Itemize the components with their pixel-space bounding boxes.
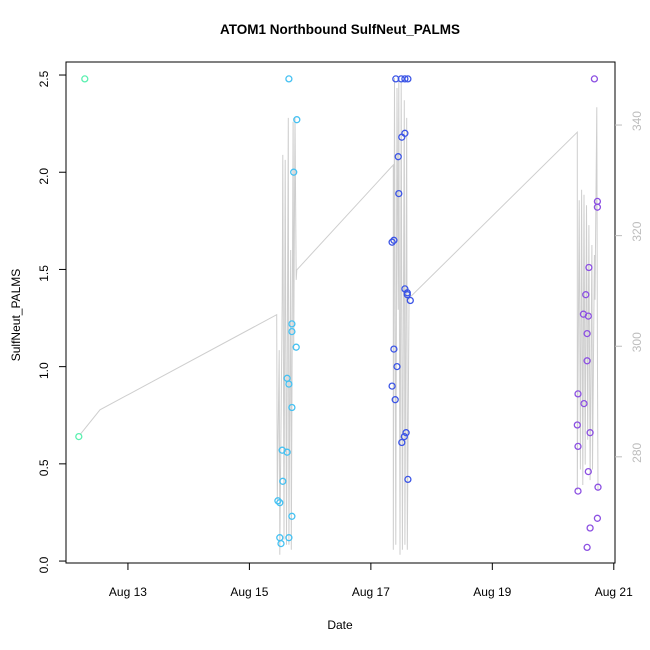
data-point: [400, 432, 408, 441]
data-point: [406, 296, 414, 305]
plot-box: [65, 61, 616, 564]
data-point: [81, 75, 89, 83]
x-tick-label: Aug 17: [352, 585, 390, 599]
y-tick-label: 2.5: [37, 70, 51, 87]
data-point: [293, 116, 301, 124]
right-tick-label: 320: [630, 221, 644, 241]
x-tick-label: Aug 13: [109, 585, 147, 599]
right-tick-label: 280: [630, 442, 644, 462]
y-tick-label: 0.5: [37, 459, 51, 476]
data-point: [404, 75, 412, 83]
x-tick-label: Aug 19: [473, 585, 511, 599]
data-point: [290, 168, 298, 176]
data-point: [393, 362, 401, 371]
data-point: [388, 382, 396, 390]
x-tick-label: Aug 15: [230, 585, 268, 599]
data-point: [276, 499, 284, 507]
data-point: [285, 75, 293, 83]
y-tick-label: 2.0: [37, 168, 51, 185]
data-point: [404, 475, 412, 484]
data-point: [586, 524, 594, 532]
data-point: [584, 467, 592, 476]
data-point: [394, 153, 402, 161]
data-point: [593, 514, 602, 522]
data-point: [574, 390, 582, 398]
data-point: [395, 189, 403, 198]
data-point: [594, 483, 602, 491]
data-point: [586, 429, 594, 437]
data-point: [279, 477, 287, 485]
data-point: [274, 497, 282, 505]
data-point: [277, 539, 285, 548]
data-point: [584, 312, 592, 320]
data-point: [398, 438, 406, 447]
y-axis-label: SulfNeut_PALMS: [9, 269, 23, 362]
data-point: [580, 399, 588, 408]
data-point: [583, 329, 591, 338]
series-run-aug12: [75, 75, 89, 441]
data-point: [283, 448, 291, 456]
right-tick-label: 340: [630, 111, 644, 131]
data-point: [391, 396, 399, 404]
data-point: [583, 543, 591, 552]
series-run-aug17: [388, 75, 414, 484]
data-point: [288, 320, 296, 328]
data-point: [402, 429, 410, 437]
data-point: [574, 487, 582, 495]
data-point: [288, 327, 296, 336]
y-tick-label: 1.0: [37, 362, 51, 379]
data-point: [390, 345, 398, 353]
y-tick-label: 0.0: [37, 556, 51, 573]
chart-title: ATOM1 Northbound SulfNeut_PALMS: [220, 22, 460, 37]
data-point: [285, 534, 293, 542]
x-axis-label: Date: [327, 618, 353, 632]
data-point: [585, 263, 593, 272]
data-point: [590, 75, 599, 83]
data-point: [574, 442, 582, 451]
data-point: [398, 133, 406, 141]
trend-line: [79, 77, 599, 555]
data-point: [593, 203, 602, 211]
data-point: [397, 75, 405, 83]
data-point: [390, 236, 398, 244]
data-point: [401, 75, 409, 83]
data-point: [403, 291, 411, 299]
plot-area: Aug 13 Aug 15 Aug 17 Aug 19 Aug 21 0.0 0.5 1.0 1…: [37, 61, 644, 599]
data-point: [388, 238, 396, 246]
data-point: [285, 380, 293, 388]
series-run-aug15: [274, 75, 301, 548]
y-tick-label: 1.5: [37, 265, 51, 282]
data-point: [292, 343, 300, 351]
data-point: [288, 403, 296, 412]
data-point: [583, 357, 591, 365]
data-point: [288, 512, 296, 520]
data-point: [582, 291, 590, 299]
series-run-aug20: [573, 75, 602, 552]
data-point: [75, 432, 83, 441]
right-tick-label: 300: [630, 332, 644, 352]
data-point: [573, 421, 581, 429]
x-tick-label: Aug 21: [595, 585, 633, 599]
